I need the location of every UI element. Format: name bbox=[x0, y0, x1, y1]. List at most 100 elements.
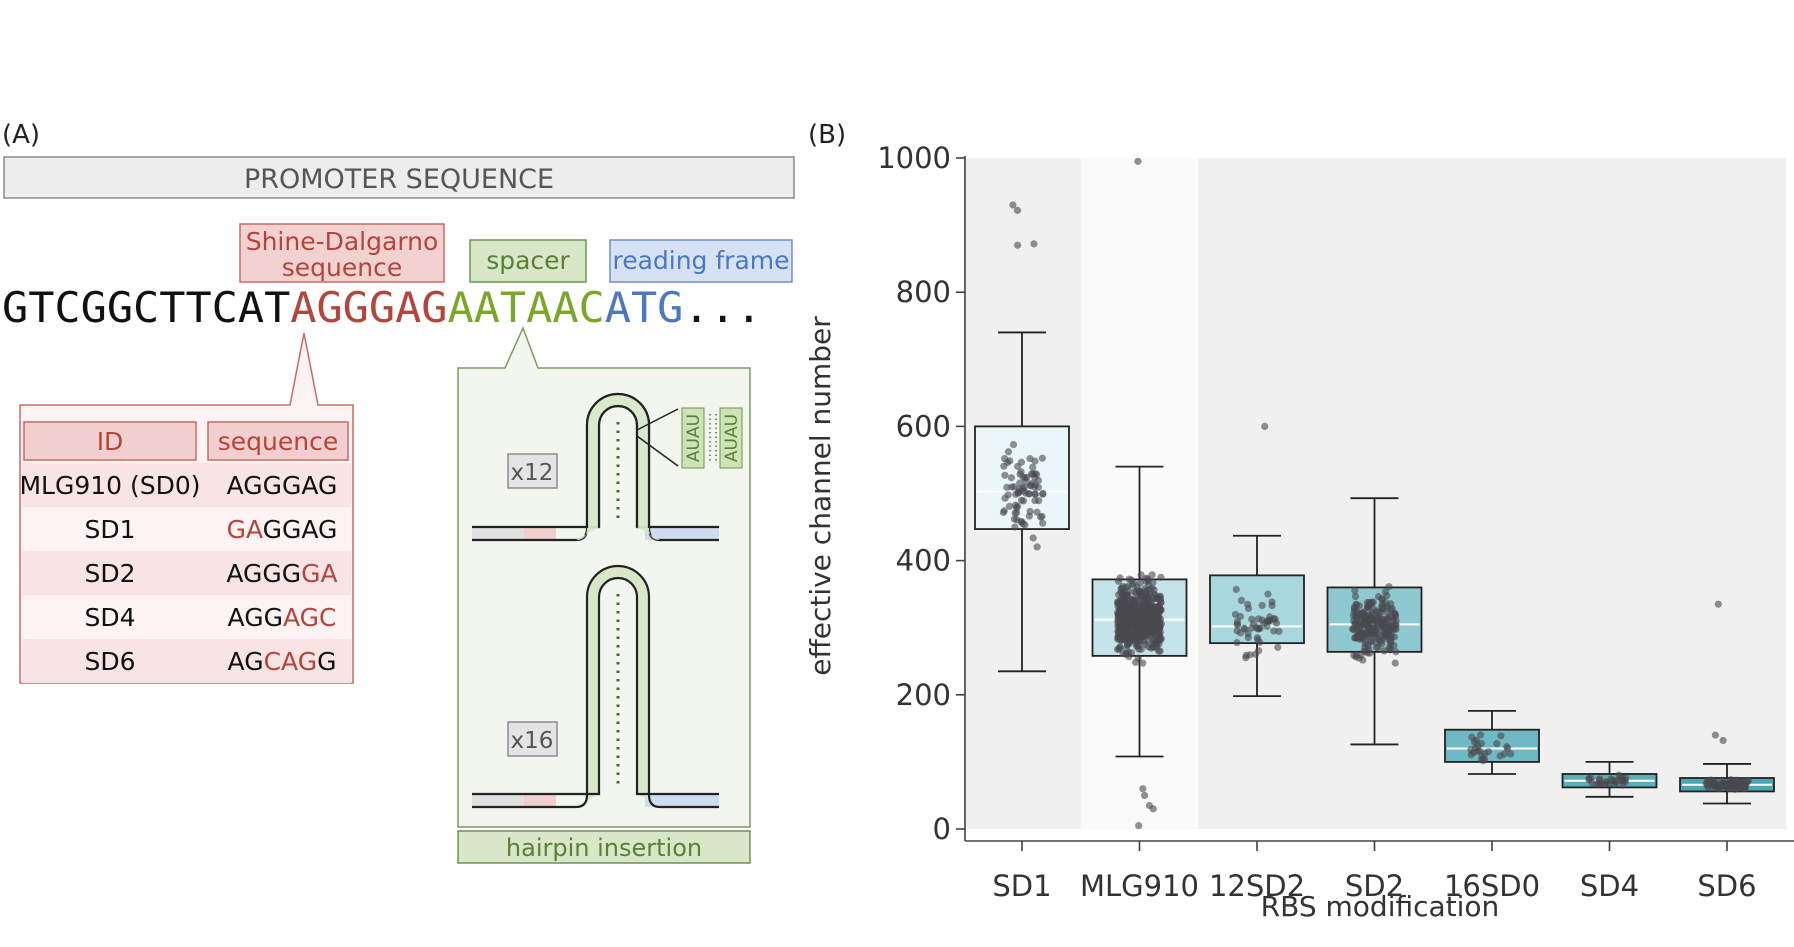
data-point bbox=[1129, 603, 1137, 612]
sd-table-row-seq: AGGAGC bbox=[228, 603, 337, 632]
spacer-label-box bbox=[469, 239, 587, 283]
data-point bbox=[1361, 643, 1369, 651]
data-point bbox=[1374, 592, 1383, 601]
data-point bbox=[1241, 625, 1249, 633]
data-point bbox=[1020, 483, 1028, 491]
plot-boxes bbox=[974, 331, 1775, 805]
data-point bbox=[1143, 623, 1151, 631]
y-tick-label: 800 bbox=[896, 275, 951, 309]
seq-mutation: CAG bbox=[264, 647, 318, 676]
hairpin-small: x12 AUAU AUAU bbox=[472, 392, 743, 542]
data-point bbox=[1370, 605, 1378, 613]
data-point bbox=[1134, 598, 1142, 607]
data-point bbox=[1242, 651, 1250, 659]
promoter-label: PROMOTER SEQUENCE bbox=[244, 164, 554, 195]
data-point bbox=[1352, 619, 1360, 627]
data-point bbox=[1145, 613, 1153, 621]
data-point bbox=[1124, 613, 1132, 621]
points-sd1 bbox=[999, 201, 1047, 551]
y-axis-label: effective channel number bbox=[804, 316, 837, 676]
data-point bbox=[1138, 631, 1146, 640]
data-point bbox=[1232, 585, 1240, 593]
data-point bbox=[1477, 739, 1486, 748]
data-point bbox=[1497, 732, 1505, 740]
data-point bbox=[1033, 508, 1041, 516]
data-point bbox=[1126, 631, 1134, 640]
sd-table-header-seq-text: sequence bbox=[218, 427, 338, 456]
sd-label-line1: Shine-Dalgarno bbox=[246, 227, 439, 256]
data-point bbox=[1231, 610, 1240, 619]
sd-table-row-seq: AGCAGG bbox=[228, 647, 337, 676]
hairpin-small-count-box bbox=[507, 453, 558, 489]
y-tick-label: 400 bbox=[896, 544, 951, 578]
data-point bbox=[1360, 608, 1368, 616]
data-point bbox=[1039, 490, 1047, 498]
data-point bbox=[1014, 488, 1023, 496]
outlier-point bbox=[1009, 201, 1017, 209]
data-point bbox=[1372, 643, 1381, 652]
x-tick-label: 12SD2 bbox=[1209, 869, 1305, 903]
data-point bbox=[1001, 454, 1009, 463]
x-tick-label: 16SD0 bbox=[1444, 869, 1540, 903]
data-point bbox=[1271, 615, 1279, 623]
data-point bbox=[1123, 592, 1131, 600]
data-point bbox=[1153, 620, 1161, 628]
hairpin-caption-box bbox=[457, 830, 751, 864]
seq-base: AGGGAG bbox=[227, 471, 338, 500]
data-point bbox=[1141, 585, 1149, 593]
sd-table-row-id: SD6 bbox=[84, 647, 135, 676]
data-point bbox=[1000, 462, 1008, 470]
data-point bbox=[1012, 504, 1021, 512]
sd-table-row-id: SD4 bbox=[84, 603, 135, 632]
data-point bbox=[1379, 623, 1387, 631]
y-tick-label: 0 bbox=[933, 812, 951, 846]
outlier-point bbox=[1711, 731, 1719, 739]
seq-base: AGG bbox=[228, 603, 283, 632]
data-point bbox=[1367, 600, 1375, 608]
data-point bbox=[1147, 629, 1156, 638]
data-point bbox=[1017, 458, 1026, 466]
points-12sd2 bbox=[1231, 422, 1283, 662]
seq-base: G bbox=[317, 647, 336, 676]
sd-table-row-seq: AGGGAG bbox=[227, 471, 338, 500]
data-point bbox=[1351, 587, 1359, 595]
outlier-point bbox=[1135, 822, 1143, 830]
data-point bbox=[1130, 579, 1138, 587]
data-point bbox=[1357, 618, 1365, 626]
y-tick-label: 1000 bbox=[877, 141, 951, 175]
data-point bbox=[1119, 649, 1127, 658]
sd-label-box bbox=[239, 223, 445, 283]
points-sd2 bbox=[1349, 583, 1400, 667]
x-tick-label: SD2 bbox=[1345, 869, 1404, 903]
plot-band-sd6 bbox=[1668, 158, 1787, 829]
data-point bbox=[1137, 615, 1146, 623]
outlier-point bbox=[1139, 785, 1147, 793]
data-point bbox=[1025, 490, 1033, 498]
data-point bbox=[999, 508, 1008, 517]
points-mlg910 bbox=[1113, 157, 1165, 830]
promoter-box bbox=[3, 156, 795, 199]
data-point bbox=[1149, 578, 1157, 586]
data-point bbox=[1380, 647, 1388, 655]
outlier-point bbox=[1013, 206, 1022, 214]
data-point bbox=[1375, 614, 1383, 622]
data-point bbox=[1386, 640, 1395, 648]
seq-spacer: AATAAC bbox=[448, 283, 605, 332]
data-point bbox=[1256, 638, 1264, 646]
data-point bbox=[1139, 659, 1147, 667]
data-point bbox=[1007, 474, 1016, 482]
data-point bbox=[1250, 620, 1258, 628]
data-point bbox=[1130, 588, 1138, 596]
data-point bbox=[1710, 777, 1718, 785]
data-point bbox=[1370, 629, 1378, 637]
data-point bbox=[1233, 617, 1241, 626]
data-point bbox=[1385, 621, 1393, 630]
data-point bbox=[1031, 490, 1039, 498]
data-point bbox=[1026, 507, 1034, 516]
x-tick-label: SD1 bbox=[992, 869, 1051, 903]
data-point bbox=[1737, 782, 1745, 790]
sd-table-row-seq: AGGGGA bbox=[226, 559, 337, 588]
data-point bbox=[1118, 625, 1126, 634]
